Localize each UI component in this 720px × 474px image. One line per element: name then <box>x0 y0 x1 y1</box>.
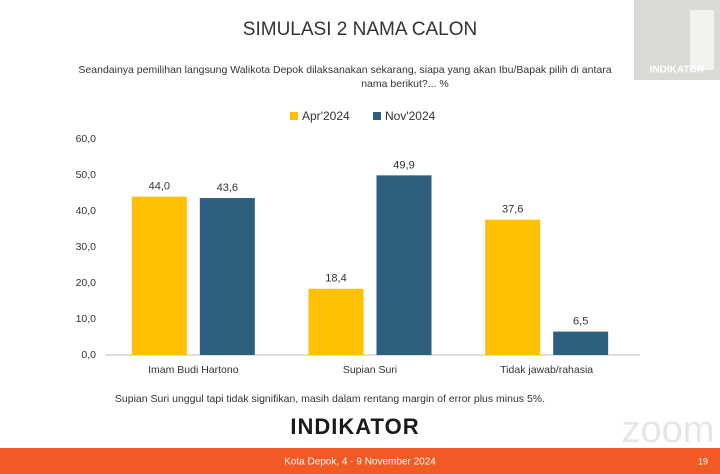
footer-bar <box>0 448 720 474</box>
chart-subtitle: Seandainya pemilihan langsung Walikota D… <box>78 64 611 76</box>
legend-swatch <box>373 112 381 120</box>
x-tick-label: Tidak jawab/rahasia <box>500 364 593 376</box>
bar <box>376 175 432 355</box>
y-tick-label: 40,0 <box>76 205 97 217</box>
value-label: 49,9 <box>393 159 414 171</box>
page-number: 19 <box>698 456 708 466</box>
value-label: 43,6 <box>217 182 238 194</box>
x-tick-label: Supian Suri <box>343 364 397 376</box>
value-label: 44,0 <box>149 181 170 193</box>
logo: INDIKATOR <box>290 414 419 439</box>
legend-label: Apr'2024 <box>302 109 350 123</box>
watermark: zoom <box>622 409 715 451</box>
footnote: Supian Suri unggul tapi tidak signifikan… <box>115 393 545 405</box>
bar <box>553 331 609 355</box>
chart-subtitle: nama berikut?... % <box>361 78 449 90</box>
legend-swatch <box>290 112 298 120</box>
webcam-overlay <box>690 10 714 70</box>
bar <box>131 196 187 355</box>
y-tick-label: 60,0 <box>76 133 97 145</box>
bar <box>199 198 255 355</box>
value-label: 6,5 <box>573 316 588 328</box>
x-tick-label: Imam Budi Hartono <box>148 364 239 376</box>
bar <box>485 219 541 355</box>
y-tick-label: 30,0 <box>76 241 97 253</box>
value-label: 18,4 <box>325 273 346 285</box>
y-tick-label: 50,0 <box>76 169 97 181</box>
chart-title: SIMULASI 2 NAMA CALON <box>243 19 477 40</box>
y-tick-label: 10,0 <box>76 313 97 325</box>
webcam-label: INDIKATOR <box>650 65 705 76</box>
bar <box>308 288 364 355</box>
footer-text: Kota Depok, 4 - 9 November 2024 <box>284 457 436 468</box>
value-label: 37,6 <box>502 204 523 216</box>
legend-label: Nov'2024 <box>385 109 436 123</box>
y-tick-label: 20,0 <box>76 277 97 289</box>
y-tick-label: 0,0 <box>81 349 96 361</box>
